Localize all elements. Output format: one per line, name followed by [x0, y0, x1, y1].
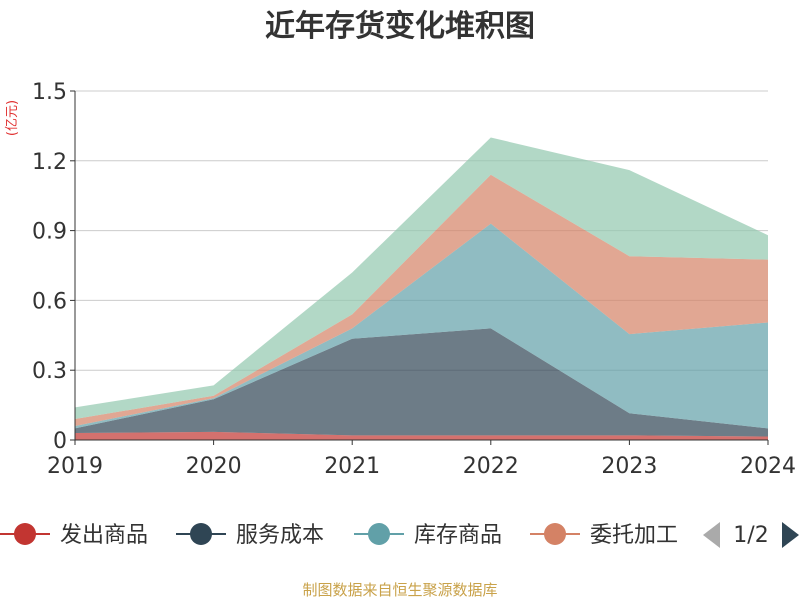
legend-page-indicator: 1/2	[733, 523, 768, 548]
y-tick-labels: 1.5 1.2 0.9 0.6 0.3 0	[32, 80, 67, 454]
data-source-note: 制图数据来自恒生聚源数据库	[302, 581, 497, 599]
y-tick-label: 1.5	[32, 80, 67, 105]
x-tick-label: 2023	[601, 454, 657, 479]
legend-item-fachu[interactable]: 发出商品	[0, 523, 148, 548]
legend: 发出商品 服务成本 库存商品 委托加工 1/2	[0, 522, 799, 548]
y-tick-label: 1.2	[32, 150, 67, 175]
legend-marker-icon	[368, 523, 390, 545]
area-series-3	[75, 174, 768, 427]
legend-label: 发出商品	[60, 523, 148, 548]
chart-title: 近年存货变化堆积图	[265, 9, 535, 44]
x-tick-label: 2024	[740, 454, 796, 479]
legend-item-kucun[interactable]: 库存商品	[354, 523, 502, 548]
area-series-0	[75, 431, 768, 440]
x-tick-label: 2021	[324, 454, 380, 479]
x-tick-label: 2020	[186, 454, 242, 479]
legend-next-page-icon[interactable]	[782, 522, 799, 548]
area-series	[75, 137, 768, 440]
legend-item-weituo[interactable]: 委托加工	[530, 523, 678, 548]
y-tick-label: 0	[53, 429, 67, 454]
x-tick-label: 2019	[47, 454, 103, 479]
y-tick-label: 0.9	[32, 220, 67, 245]
legend-label: 服务成本	[236, 523, 324, 548]
legend-marker-icon	[190, 523, 212, 545]
legend-marker-icon	[14, 523, 36, 545]
legend-marker-icon	[544, 523, 566, 545]
legend-label: 委托加工	[590, 523, 678, 548]
legend-item-fuwu[interactable]: 服务成本	[176, 523, 324, 548]
legend-label: 库存商品	[414, 523, 502, 548]
legend-prev-page-icon[interactable]	[703, 522, 720, 548]
y-tick-label: 0.3	[32, 359, 67, 384]
x-tick-label: 2022	[463, 454, 519, 479]
y-tick-label: 0.6	[32, 289, 67, 314]
area-series-4	[75, 137, 768, 420]
area-series-2	[75, 223, 768, 429]
y-axis-unit: (亿元)	[5, 100, 20, 136]
axes	[70, 90, 769, 445]
x-tick-labels: 2019 2020 2021 2022 2023 2024	[47, 454, 796, 479]
area-series-1	[75, 328, 768, 437]
